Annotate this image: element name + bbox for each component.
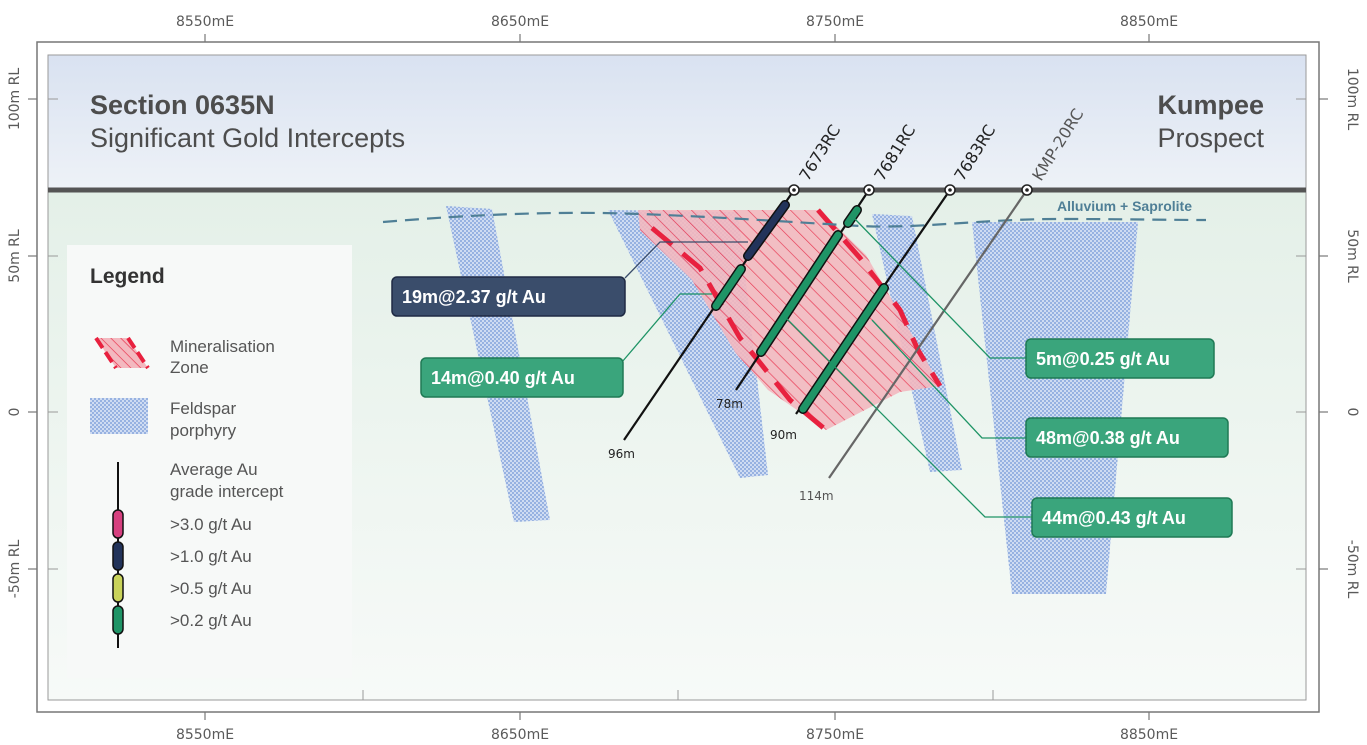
prospect-name: Kumpee — [1157, 90, 1264, 120]
legend-title: Legend — [90, 265, 165, 288]
rl-label-left: 100m RL — [7, 68, 23, 131]
rl-label-left: -50m RL — [7, 540, 23, 599]
legend-mineralisation-label: Zone — [170, 358, 209, 377]
prospect-word: Prospect — [1157, 123, 1264, 153]
intercept-label: 14m@0.40 g/t Au — [431, 368, 575, 388]
leader-44m — [785, 317, 1032, 518]
tick-marks — [28, 34, 1328, 720]
legend-intercept-heading: Average Au — [170, 460, 258, 479]
section-title: Section 0635N — [90, 90, 275, 120]
leader-48m — [871, 319, 1026, 439]
legend-mineralisation-swatch — [94, 336, 150, 370]
intercept-segment-14m — [712, 265, 745, 310]
intercept-box-14m: 14m@0.40 g/t Au — [420, 357, 624, 398]
drillhole-trace-KMP-20RC — [828, 189, 1028, 479]
rl-label-left: 0 — [7, 408, 23, 417]
rl-label-right: 50m RL — [1344, 229, 1360, 283]
easting-label-bottom: 8650mE — [491, 727, 549, 743]
mineralisation-zone — [638, 208, 943, 432]
legend-background — [67, 245, 352, 678]
legend-grade-label: >3.0 g/t Au — [170, 515, 252, 534]
legend-porphyry-swatch — [90, 398, 148, 434]
intercept-box-19m: 19m@2.37 g/t Au — [391, 276, 626, 317]
easting-label-top: 8750mE — [806, 14, 864, 30]
intercept-label: 48m@0.38 g/t Au — [1036, 428, 1180, 448]
collar-dots — [792, 188, 1029, 192]
mineralisation-polygon — [638, 210, 940, 430]
legend-porphyry-label: Feldspar — [170, 399, 236, 418]
intercept-label: 19m@2.37 g/t Au — [402, 287, 546, 307]
intercept-box-5m: 5m@0.25 g/t Au — [1025, 338, 1215, 379]
easting-label-bottom: 8850mE — [1120, 727, 1178, 743]
leader-19m — [624, 241, 748, 279]
depth-label: 114m — [799, 489, 834, 503]
easting-label-top: 8550mE — [176, 14, 234, 30]
leader-14m — [621, 293, 712, 363]
easting-label-bottom: 8550mE — [176, 727, 234, 743]
legend-grade-swatch-1.0 — [112, 541, 124, 571]
intercept-segment-5m — [844, 206, 861, 227]
easting-label-top: 8650mE — [491, 14, 549, 30]
saprolite-label: Alluvium + Saprolite — [1057, 198, 1192, 214]
intercept-segment-44m — [799, 284, 888, 413]
intercept-box-44m: 44m@0.43 g/t Au — [1031, 497, 1233, 538]
legend-grade-label: >0.5 g/t Au — [170, 579, 252, 598]
easting-label-bottom: 8750mE — [806, 727, 864, 743]
legend-grade-label: >1.0 g/t Au — [170, 547, 252, 566]
mineralisation-boundary — [650, 226, 828, 432]
inner-ticks — [48, 98, 1306, 700]
rl-label-right: -50m RL — [1344, 540, 1360, 599]
depth-label: 90m — [770, 428, 797, 442]
leader-lines — [621, 217, 1032, 518]
intercept-box-48m: 48m@0.38 g/t Au — [1025, 417, 1229, 458]
intercept-label: 5m@0.25 g/t Au — [1036, 349, 1170, 369]
intercept-segment-19m — [744, 201, 789, 260]
depth-label: 96m — [608, 447, 635, 461]
legend-grade-swatch-0.2 — [112, 605, 124, 635]
intercept-label: 44m@0.43 g/t Au — [1042, 508, 1186, 528]
rl-label-left: 50m RL — [7, 229, 23, 283]
leader-5m — [853, 217, 1026, 359]
legend-grade-label: >0.2 g/t Au — [170, 611, 252, 630]
depth-label: 78m — [716, 397, 743, 411]
easting-label-top: 8850mE — [1120, 14, 1178, 30]
legend-mineralisation-label: Mineralisation — [170, 337, 275, 356]
intercept-segment-48m — [757, 231, 842, 356]
rl-label-right: 0 — [1344, 408, 1360, 417]
mineralisation-boundary — [816, 208, 943, 388]
legend-grade-swatch-0.5 — [112, 573, 124, 603]
legend-grade-swatch-3.0 — [112, 509, 124, 539]
legend-intercept-heading: grade intercept — [170, 482, 284, 501]
legend-panel: Legend Mineralisation Zone Feldspar porp… — [67, 245, 352, 678]
section-subtitle: Significant Gold Intercepts — [90, 123, 405, 153]
legend-porphyry-label: porphyry — [170, 421, 237, 440]
rl-label-right: 100m RL — [1344, 68, 1360, 131]
